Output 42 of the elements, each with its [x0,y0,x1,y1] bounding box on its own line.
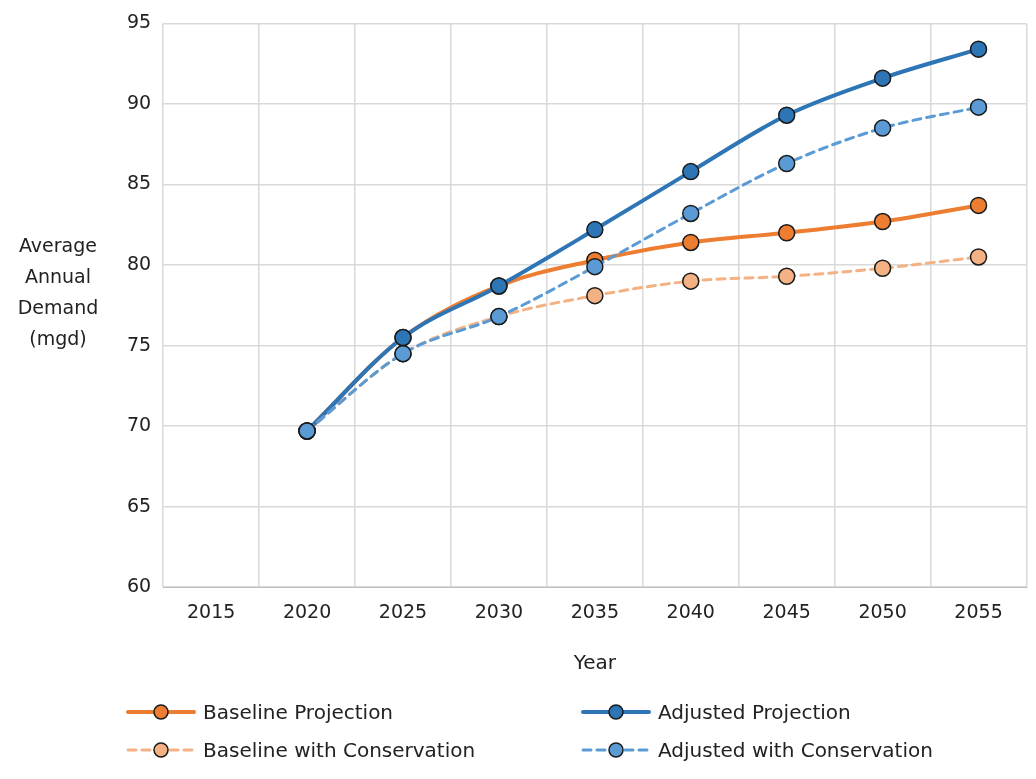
point [682,272,700,290]
point [777,106,796,124]
x-tick-label: 2020 [282,599,332,622]
y-tick-label: 95 [126,10,152,33]
y-axis-title: Average Annual Demand (mgd) [16,233,100,351]
point [873,259,892,277]
point [586,257,604,276]
y-tick-label: 75 [126,332,152,355]
point [969,98,988,116]
point [969,196,988,215]
x-tick-label: 2055 [954,599,1003,622]
point [586,286,604,305]
legend-label: Adjusted Projection [658,700,851,724]
point [777,267,796,286]
x-tick-label: 2015 [186,599,236,622]
point [682,162,700,181]
x-tick-label: 2045 [762,599,811,622]
point [969,248,988,266]
y-tick-label: 80 [126,251,152,274]
y-tick-label: 70 [126,413,152,436]
legend-label: Baseline with Conservation [203,738,476,762]
legend-label: Adjusted with Conservation [658,738,933,762]
y-tick-label: 90 [126,90,152,113]
y-tick-label: 60 [126,574,152,597]
x-tick-label: 2025 [378,599,428,622]
y-tick-label: 65 [126,493,152,516]
x-tick-label: 2040 [666,599,715,622]
point [873,69,892,87]
point [682,233,700,252]
point [873,119,892,137]
y-tick-label: 85 [126,171,152,194]
point [969,40,988,58]
point [682,204,700,223]
point [777,154,796,173]
x-tick-label: 2050 [858,599,907,622]
point [777,224,796,242]
legend-label: Baseline Projection [203,700,394,724]
point [873,212,892,231]
x-tick-label: 2030 [474,599,524,622]
x-axis-title: Year [572,650,617,675]
point [586,220,604,239]
x-tick-label: 2035 [570,599,620,622]
